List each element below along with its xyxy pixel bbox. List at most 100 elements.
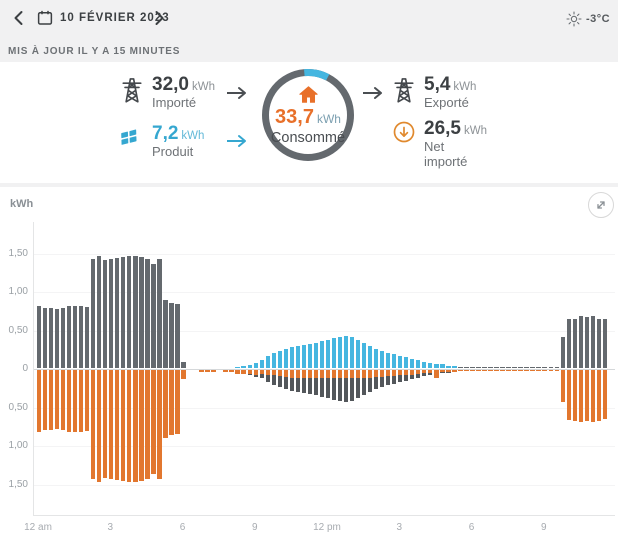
bar-imported xyxy=(566,318,571,368)
consumed-unit: kWh xyxy=(316,112,341,126)
bar-consumed xyxy=(488,370,493,371)
bar-exported xyxy=(319,378,325,397)
bar-consumed xyxy=(235,370,240,374)
bar-produced xyxy=(391,354,397,368)
ring-blue-arc xyxy=(303,69,330,81)
bar-produced xyxy=(416,360,421,368)
bar-imported xyxy=(488,367,493,368)
bar-consumed xyxy=(416,370,421,374)
bar-imported xyxy=(78,306,84,368)
bar-produced xyxy=(349,337,355,368)
bar-imported xyxy=(115,257,120,368)
bar-exported xyxy=(283,376,288,390)
bar-exported xyxy=(416,373,421,378)
y-axis-unit-label: kWh xyxy=(10,198,34,210)
exported-number: 5,4 xyxy=(424,74,451,95)
bar-consumed xyxy=(500,370,505,371)
bar-consumed xyxy=(512,370,517,371)
bar-produced xyxy=(247,364,252,368)
bar-consumed xyxy=(464,370,469,371)
bar-exported xyxy=(253,374,258,377)
bar-produced xyxy=(325,339,331,368)
bar-consumed xyxy=(259,370,264,374)
bar-produced xyxy=(253,362,258,368)
bar-produced xyxy=(355,339,361,368)
bar-imported xyxy=(458,367,463,368)
bar-consumed xyxy=(313,370,319,379)
gridline xyxy=(34,253,615,255)
bar-produced xyxy=(410,358,415,368)
house-icon xyxy=(297,84,320,111)
bar-produced xyxy=(361,342,367,368)
next-day-button[interactable] xyxy=(150,9,168,27)
bar-consumed xyxy=(536,370,541,371)
bar-imported xyxy=(97,256,102,368)
bar-produced xyxy=(404,357,409,368)
bar-produced xyxy=(235,367,240,368)
bar-imported xyxy=(596,318,602,368)
bar-exported xyxy=(313,378,319,396)
bar-imported xyxy=(175,304,180,368)
bar-consumed xyxy=(391,370,397,377)
expand-chart-button[interactable] xyxy=(588,192,614,218)
bar-produced xyxy=(446,365,451,368)
bar-exported xyxy=(367,377,373,392)
bar-produced xyxy=(385,352,391,368)
bar-consumed xyxy=(283,370,288,377)
chevron-left-icon xyxy=(14,11,23,25)
sun-icon xyxy=(566,11,582,32)
bar-consumed xyxy=(229,370,234,373)
gridline xyxy=(34,369,615,370)
bar-produced xyxy=(428,362,433,368)
bar-consumed xyxy=(470,370,475,371)
bar-produced xyxy=(319,341,325,368)
net-imported-number: 26,5 xyxy=(424,118,461,139)
y-tick-label: 1,50 xyxy=(8,478,28,490)
bar-consumed xyxy=(241,370,246,374)
bar-imported xyxy=(139,257,144,368)
prev-day-button[interactable] xyxy=(10,9,28,27)
bar-imported xyxy=(530,367,535,368)
bar-produced xyxy=(337,337,343,368)
arrow-right-gray-icon xyxy=(362,86,384,105)
consumed-ring xyxy=(260,67,356,168)
bar-exported xyxy=(361,377,367,395)
bar-consumed xyxy=(36,370,42,432)
bar-consumed xyxy=(133,370,138,482)
bar-produced xyxy=(440,364,445,368)
bar-imported xyxy=(584,317,589,368)
bar-exported xyxy=(277,376,282,387)
consumed-value: 33,7 kWh xyxy=(260,106,356,130)
bar-consumed xyxy=(127,370,132,482)
x-tick-label: 12 pm xyxy=(313,522,341,533)
bar-consumed xyxy=(385,370,391,377)
bar-exported xyxy=(373,376,379,390)
arrow-right-gray-icon xyxy=(226,86,248,105)
bar-consumed xyxy=(518,370,523,371)
bar-consumed xyxy=(458,370,463,371)
bar-produced xyxy=(283,348,288,368)
bar-imported xyxy=(506,367,511,368)
exported-value: 5,4 kWh xyxy=(424,75,476,97)
date-label[interactable]: 10 FÉVRIER 2023 xyxy=(60,12,170,24)
bar-consumed xyxy=(548,370,553,371)
bar-exported xyxy=(271,374,276,385)
bar-consumed xyxy=(578,370,583,422)
bar-produced xyxy=(271,353,276,368)
bar-consumed xyxy=(157,370,162,479)
bar-consumed xyxy=(337,370,343,379)
bar-consumed xyxy=(343,370,349,379)
imported-value: 32,0 kWh xyxy=(152,75,215,97)
bar-produced xyxy=(373,348,379,368)
bar-consumed xyxy=(151,370,156,474)
y-tick-label: 0 xyxy=(22,363,28,374)
chart-plot[interactable] xyxy=(33,222,615,516)
bar-consumed xyxy=(253,370,258,375)
bar-consumed xyxy=(404,370,409,375)
calendar-icon[interactable] xyxy=(36,9,54,27)
bar-consumed xyxy=(452,370,457,372)
bar-consumed xyxy=(90,370,96,480)
bar-produced xyxy=(307,344,313,368)
bar-exported xyxy=(410,374,415,380)
power-tower-icon xyxy=(118,76,146,109)
